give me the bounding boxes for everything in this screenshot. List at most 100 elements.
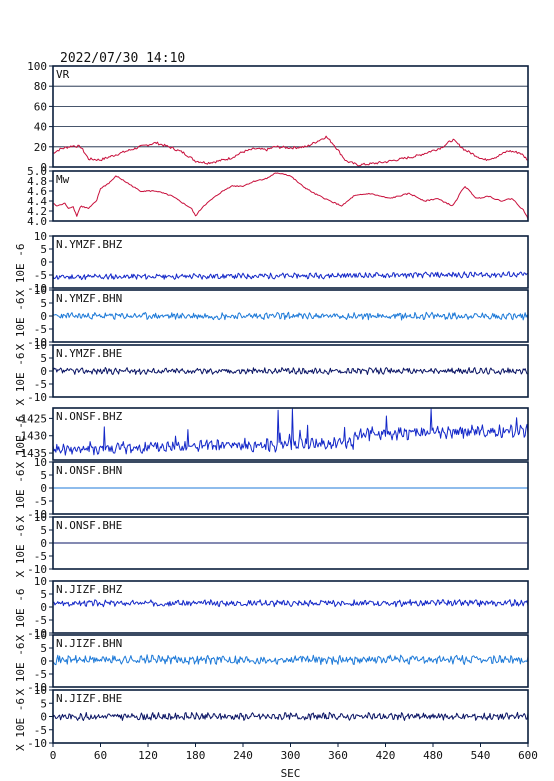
panel-8-frame [52, 580, 529, 634]
panel-6-ytick-label: -5 [34, 495, 47, 508]
panel-10-frame [52, 689, 529, 744]
panel-1-frame [52, 170, 529, 222]
panel-10-title: N.JIZF.BHE [56, 692, 122, 705]
panel-4-title: N.YMZF.BHE [56, 347, 122, 360]
panel-9-trace [52, 654, 529, 666]
panel-9-ytick-label: 0 [40, 655, 47, 668]
panel-4-ytick-label: -10 [27, 391, 47, 404]
panel-6-ytick-label: -10 [27, 508, 47, 521]
panel-6-ytick-label: 5 [40, 469, 47, 482]
panel-9-ytick-label: -10 [27, 681, 47, 694]
panel-6-title: N.ONSF.BHN [56, 464, 122, 477]
panel-2-ylabel: X 10E -6 [14, 244, 27, 297]
panel-9-frame [52, 634, 529, 688]
panel-4-ytick-label: 0 [40, 365, 47, 378]
panel-3-ytick-label: -10 [27, 336, 47, 349]
panel-4-ytick-label: -5 [34, 378, 47, 391]
panel-8-ytick-label: -10 [27, 627, 47, 640]
panel-3-ytick-label: 5 [40, 297, 47, 310]
panel-5-frame [52, 407, 529, 461]
panel-5-title: N.ONSF.BHZ [56, 410, 123, 423]
panel-8-ytick-label: -5 [34, 614, 47, 627]
panel-8-title: N.JIZF.BHZ [56, 583, 123, 596]
panel-7-ytick-label: 0 [40, 537, 47, 550]
panel-9-title: N.JIZF.BHN [56, 637, 122, 650]
x-axis-label: SEC [281, 767, 301, 780]
panel-4-ytick-label: 5 [40, 352, 47, 365]
panel-7-ylabel: X 10E -6 [14, 525, 27, 578]
panel-5-trace [52, 408, 529, 456]
panel-1-ytick-label: 5.0 [27, 165, 47, 178]
panel-1-ytick-label: 4.0 [27, 215, 47, 228]
panel-6-ylabel: X 10E -6 [14, 470, 27, 523]
panel-3-ytick-label: -5 [34, 323, 47, 336]
panel-10-ytick-label: 0 [40, 711, 47, 724]
panel-9-ytick-label: -5 [34, 668, 47, 681]
panel-1-ytick-label: 4.8 [27, 175, 47, 188]
panel-4-ylabel: X 10E -6 [14, 353, 27, 406]
panel-9-ytick-label: 5 [40, 642, 47, 655]
panel-7-title: N.ONSF.BHE [56, 519, 122, 532]
panel-3-ytick-label: 10 [34, 284, 47, 297]
panel-4-ytick-label: 10 [34, 339, 47, 352]
panel-5-ytick-label: -1435 [14, 447, 47, 460]
panel-2-frame [52, 235, 529, 289]
panel-9-ylabel: X 10E -6 [14, 643, 27, 696]
panel-2-ytick-label: -10 [27, 282, 47, 295]
panel-0-trace [52, 135, 529, 167]
panel-2-ytick-label: 10 [34, 230, 47, 243]
panel-7-ytick-label: -10 [27, 563, 47, 576]
x-tick-label: 600 [518, 749, 538, 762]
panel-7-ytick-label: -5 [34, 550, 47, 563]
panel-7-ytick-label: 5 [40, 524, 47, 537]
panel-10-ytick-label: 5 [40, 697, 47, 710]
panel-0-ytick-label: 60 [34, 100, 47, 113]
panel-8-ylabel: X 10E -6 [14, 589, 27, 642]
panel-2-trace [52, 271, 529, 281]
panel-1-ytick-label: 4.2 [27, 205, 47, 218]
panel-5-ytick-label: -1425 [14, 412, 47, 425]
panel-4-frame [52, 344, 529, 398]
x-tick-label: 420 [376, 749, 396, 762]
panel-0-title: VR [56, 68, 70, 81]
x-tick-label: 300 [281, 749, 301, 762]
panel-1-ytick-label: 4.6 [27, 185, 47, 198]
panel-3-frame [52, 289, 529, 343]
panel-2-ytick-label: 0 [40, 256, 47, 269]
x-tick-label: 180 [186, 749, 206, 762]
panel-9-ytick-label: 10 [34, 629, 47, 642]
x-tick-label: 0 [50, 749, 57, 762]
panel-3-title: N.YMZF.BHN [56, 292, 122, 305]
x-tick-label: 480 [423, 749, 443, 762]
panel-2-ytick-label: 5 [40, 243, 47, 256]
panel-8-ytick-label: 0 [40, 601, 47, 614]
panel-6-frame [52, 461, 529, 515]
panel-10-ytick-label: -10 [27, 737, 47, 750]
panel-6-ytick-label: 10 [34, 456, 47, 469]
panel-10-ytick-label: 10 [34, 684, 47, 697]
panel-1-trace [52, 172, 529, 220]
panel-2-title: N.YMZF.BHZ [56, 238, 123, 251]
panel-0-ytick-label: 40 [34, 121, 47, 134]
panel-5-ylabel: X 10E -6 [14, 416, 27, 469]
panel-1-title: Mw [56, 173, 70, 186]
panel-1-ytick-label: 4.4 [27, 195, 47, 208]
panel-7-frame [52, 516, 529, 570]
x-tick-label: 360 [328, 749, 348, 762]
panel-4-trace [52, 367, 528, 375]
panel-0-ytick-label: 0 [40, 161, 47, 174]
x-tick-label: 60 [94, 749, 107, 762]
panel-0-ytick-label: 20 [34, 141, 47, 154]
panel-10-ylabel: X 10E -6 [14, 698, 27, 751]
panel-8-ytick-label: 10 [34, 575, 47, 588]
x-tick-label: 540 [471, 749, 491, 762]
panel-10-ytick-label: -5 [34, 724, 47, 737]
panel-8-ytick-label: 5 [40, 588, 47, 601]
panel-6-ytick-label: 0 [40, 482, 47, 495]
panel-3-ylabel: X 10E -6 [14, 298, 27, 351]
panel-5-ytick-label: -1430 [14, 430, 47, 443]
x-tick-label: 240 [233, 749, 253, 762]
panel-3-ytick-label: 0 [40, 310, 47, 323]
panel-7-ytick-label: 10 [34, 511, 47, 524]
